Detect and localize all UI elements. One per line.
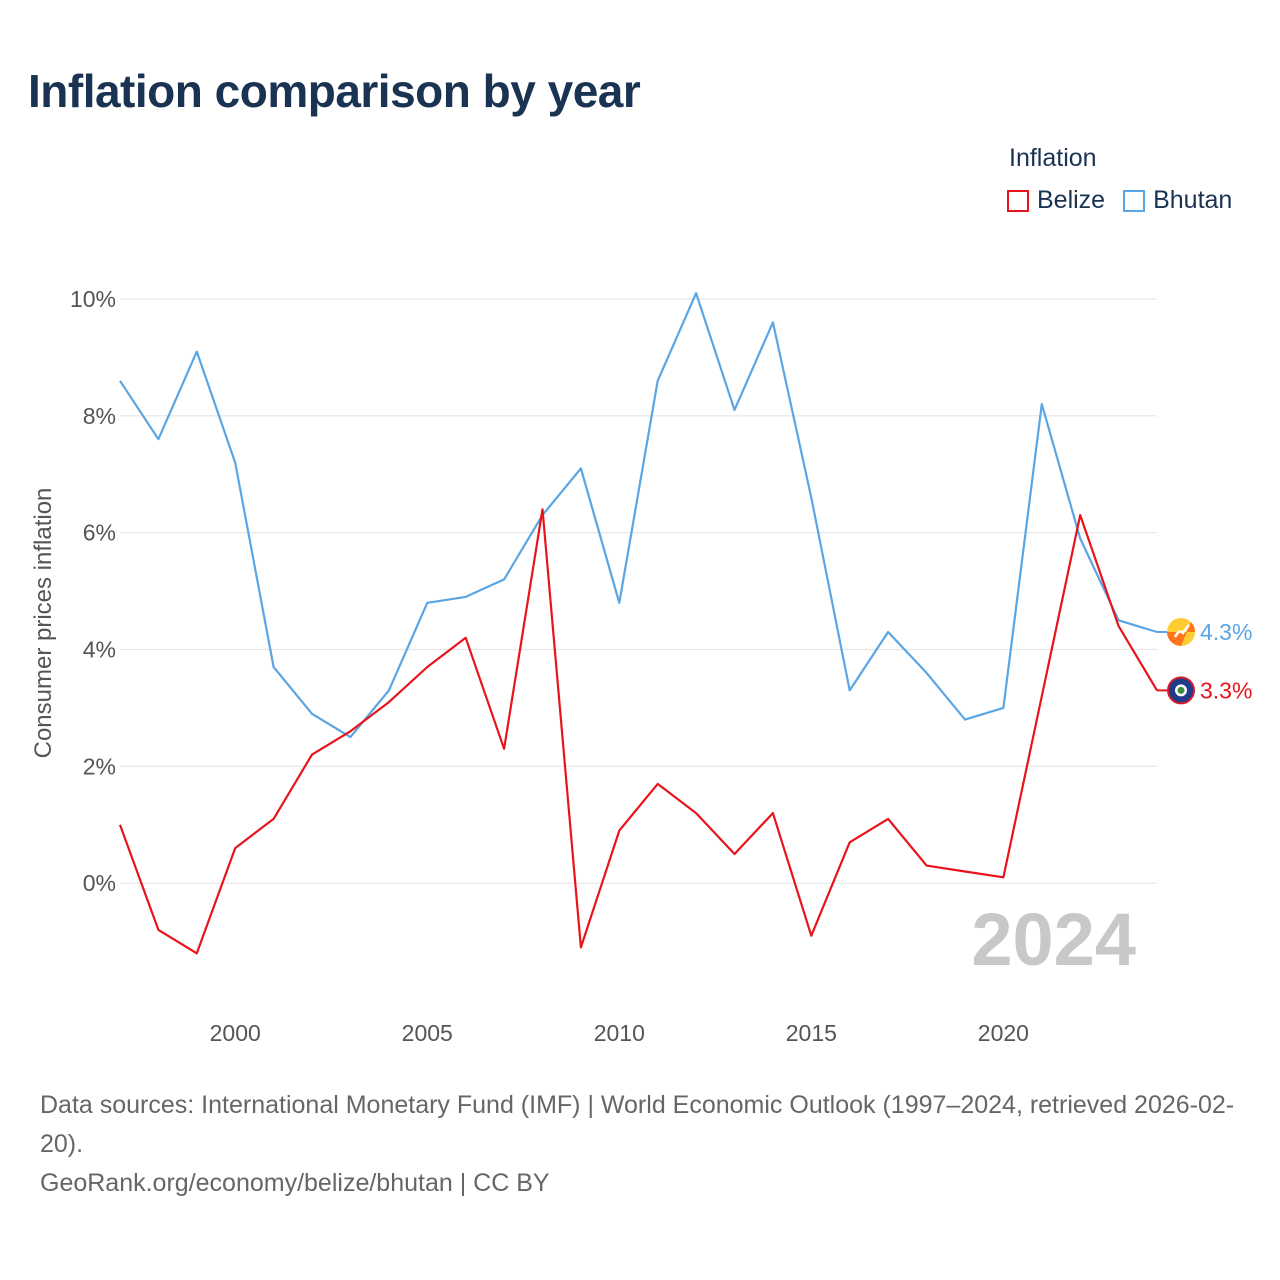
flag-belize-icon <box>1167 676 1195 705</box>
footer: Data sources: International Monetary Fun… <box>40 1086 1250 1203</box>
legend: Belize Bhutan <box>1007 186 1250 215</box>
series-line-belize <box>118 508 1158 955</box>
flag-bhutan-icon <box>1167 617 1196 646</box>
legend-item-bhutan[interactable]: Bhutan <box>1123 186 1232 215</box>
y-axis-ticks: 0% 2% 4% 6% 8% 10% <box>70 286 116 896</box>
legend-swatch-belize <box>1007 189 1029 212</box>
y-tick-label: 10% <box>70 286 116 312</box>
end-value-label-belize: 3.3% <box>1200 677 1252 703</box>
current-year-label: 2024 <box>971 898 1136 981</box>
flag-bhutan-dragon <box>1173 624 1190 638</box>
series-line-bhutan <box>119 292 1158 739</box>
gridlines <box>120 298 1157 884</box>
legend-item-belize[interactable]: Belize <box>1007 186 1105 215</box>
legend-swatch-bhutan <box>1123 189 1146 212</box>
y-axis-label: Consumer prices inflation <box>30 488 57 759</box>
series-lines <box>118 292 1158 955</box>
series-end-markers: 4.3% 3.3% <box>1157 617 1252 705</box>
legend-label-bhutan: Bhutan <box>1153 186 1233 214</box>
x-tick-label: 2020 <box>978 1020 1029 1046</box>
x-tick-label: 2000 <box>210 1020 261 1046</box>
y-tick-label: 4% <box>83 637 116 663</box>
x-tick-label: 2015 <box>786 1020 837 1046</box>
end-value-label-bhutan: 4.3% <box>1200 619 1252 645</box>
legend-label-belize: Belize <box>1037 186 1106 214</box>
x-axis-ticks: 2000 2005 2010 2015 2020 <box>210 1020 1029 1046</box>
credit-link[interactable]: GeoRank.org/economy/belize/bhutan | CC B… <box>40 1169 550 1197</box>
y-tick-label: 6% <box>83 520 116 546</box>
x-tick-label: 2005 <box>402 1020 453 1046</box>
data-source-note: Data sources: International Monetary Fun… <box>40 1091 1235 1158</box>
legend-title: Inflation <box>1009 144 1097 172</box>
y-tick-label: 0% <box>83 870 116 896</box>
flag-belize-emblem <box>1177 686 1185 694</box>
y-tick-label: 2% <box>83 753 116 779</box>
flag-bhutan-orange <box>1167 621 1196 646</box>
y-tick-label: 8% <box>83 403 116 429</box>
x-tick-label: 2010 <box>594 1020 645 1046</box>
chart-title: Inflation comparison by year <box>28 65 641 117</box>
